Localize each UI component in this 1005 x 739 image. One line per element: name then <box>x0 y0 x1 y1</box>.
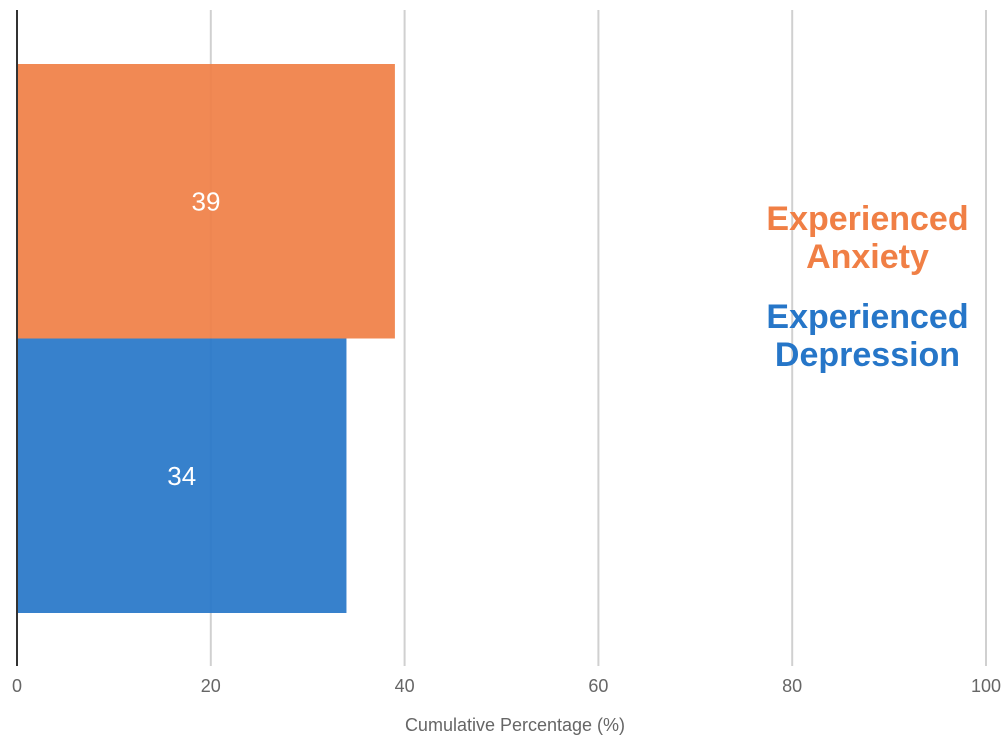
bar-depression <box>17 338 347 613</box>
bar-value-label-depression: 34 <box>167 461 196 491</box>
x-tick-label-100: 100 <box>971 676 1001 696</box>
x-tick-label-60: 60 <box>588 676 608 696</box>
x-tick-label-20: 20 <box>201 676 221 696</box>
x-tick-label-0: 0 <box>12 676 22 696</box>
x-tick-label-40: 40 <box>395 676 415 696</box>
x-tick-label-80: 80 <box>782 676 802 696</box>
bar-anxiety <box>17 64 395 339</box>
legend-depression: Experienced Depression <box>766 298 969 374</box>
bar-value-label-anxiety: 39 <box>191 186 220 216</box>
axes: 0 20 40 60 80 100 <box>12 10 1001 696</box>
x-axis-title: Cumulative Percentage (%) <box>405 715 625 735</box>
bars: 39 34 <box>17 64 395 613</box>
legend-anxiety: Experienced Anxiety <box>766 200 969 276</box>
